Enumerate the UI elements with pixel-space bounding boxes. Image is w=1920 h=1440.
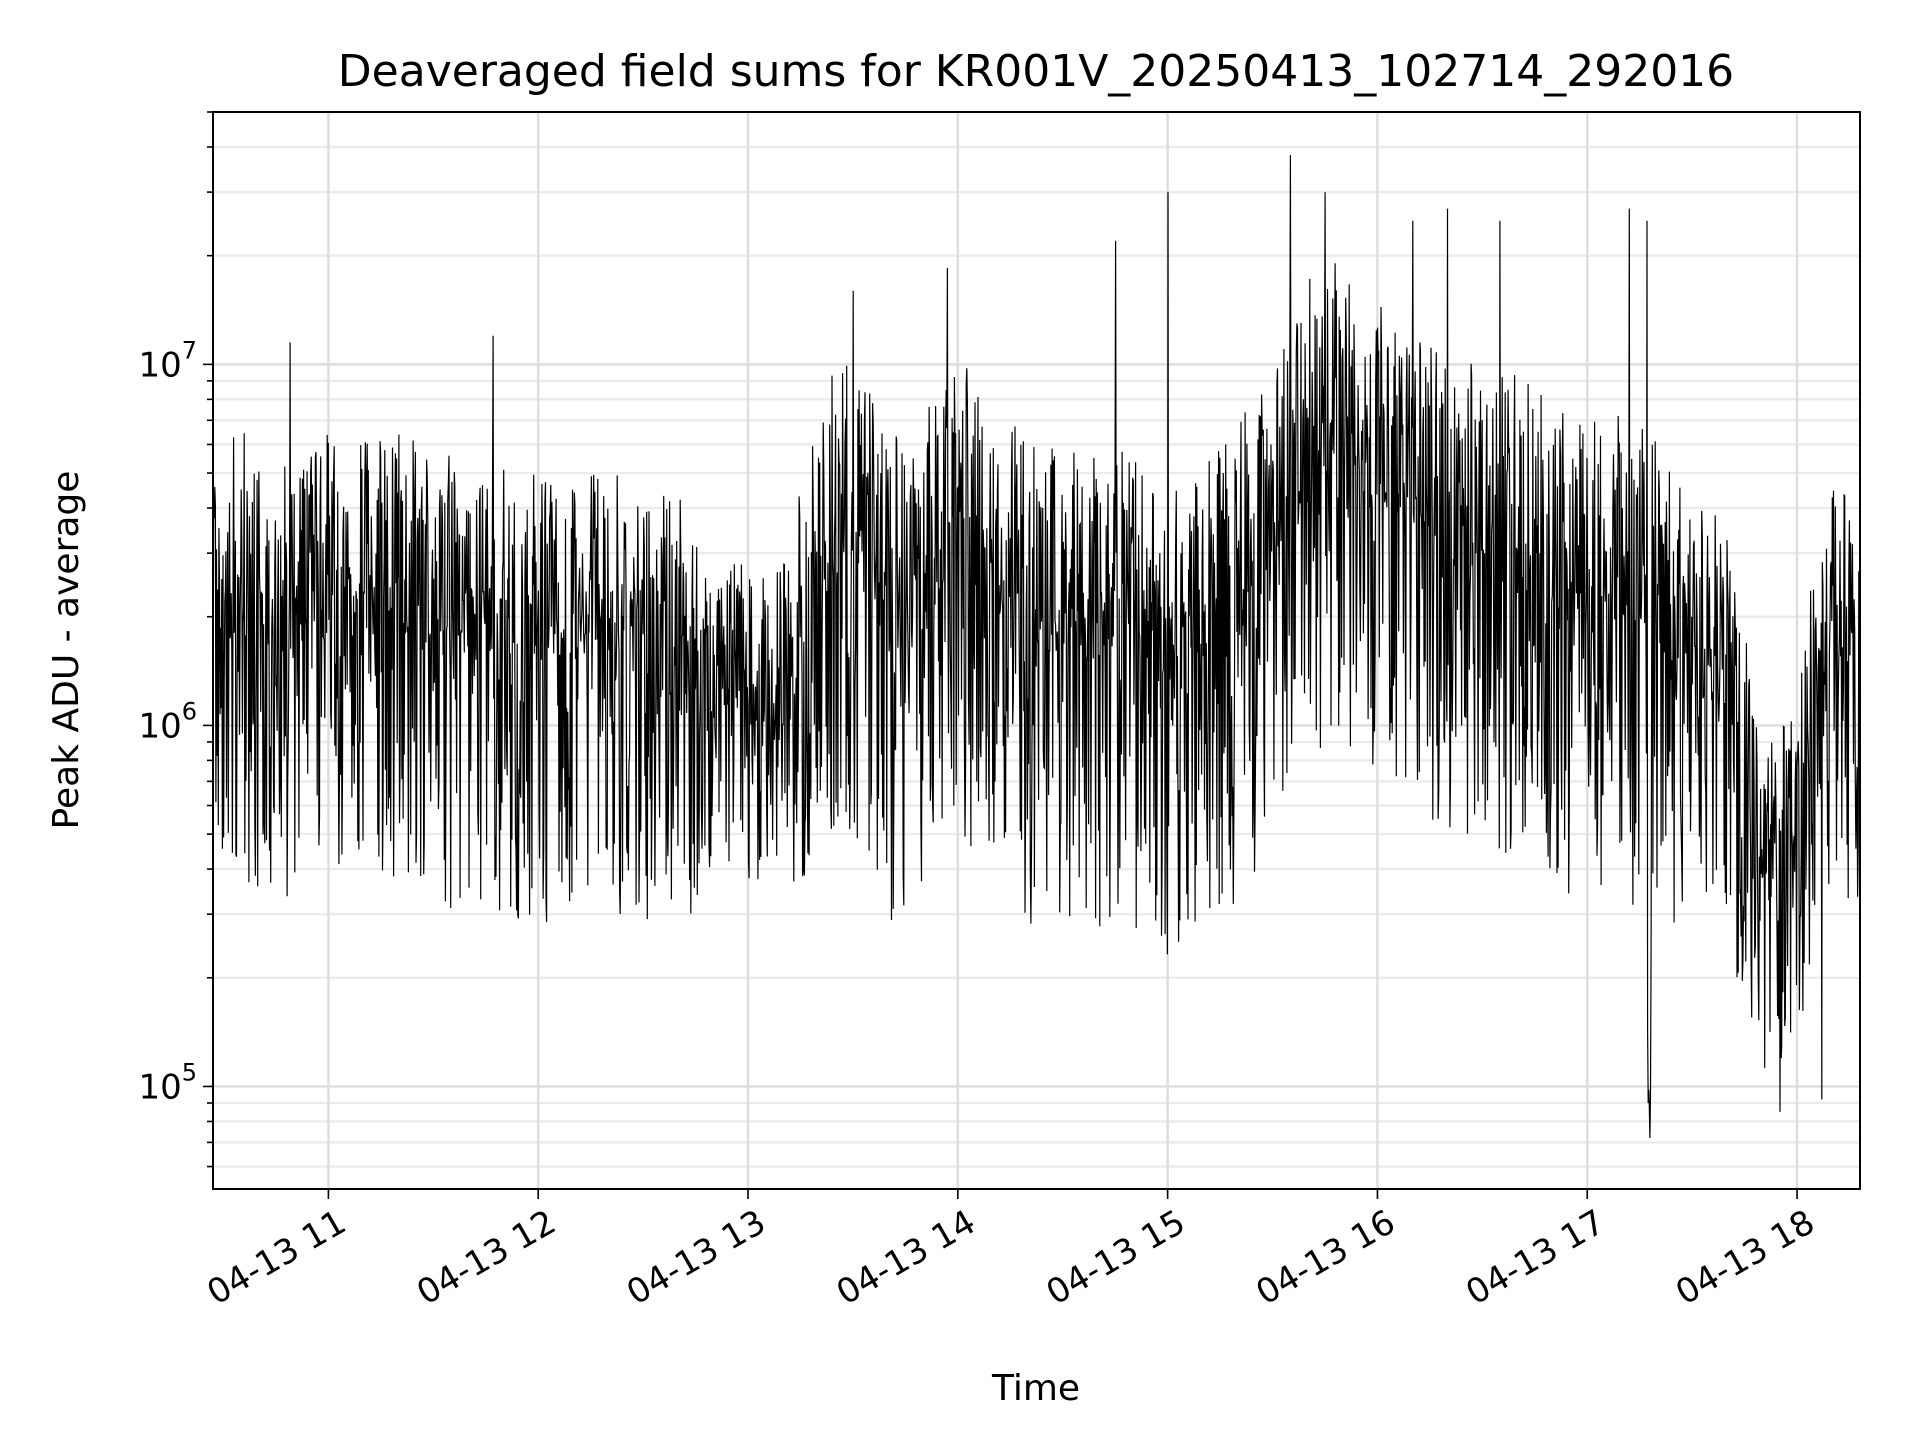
- chart-title: Deaveraged field sums for KR001V_2025041…: [338, 46, 1734, 97]
- series-line: [212, 154, 1861, 1139]
- y-axis-label: Peak ADU - average: [46, 471, 87, 830]
- y-axis: 105 106 107: [138, 111, 213, 1168]
- y-tick-label: 107: [138, 336, 197, 385]
- plot-frame: [212, 111, 1861, 1190]
- y-tick-label: 105: [138, 1058, 197, 1107]
- y-tick-label: 106: [138, 697, 197, 746]
- x-axis-label: Time: [991, 1368, 1080, 1409]
